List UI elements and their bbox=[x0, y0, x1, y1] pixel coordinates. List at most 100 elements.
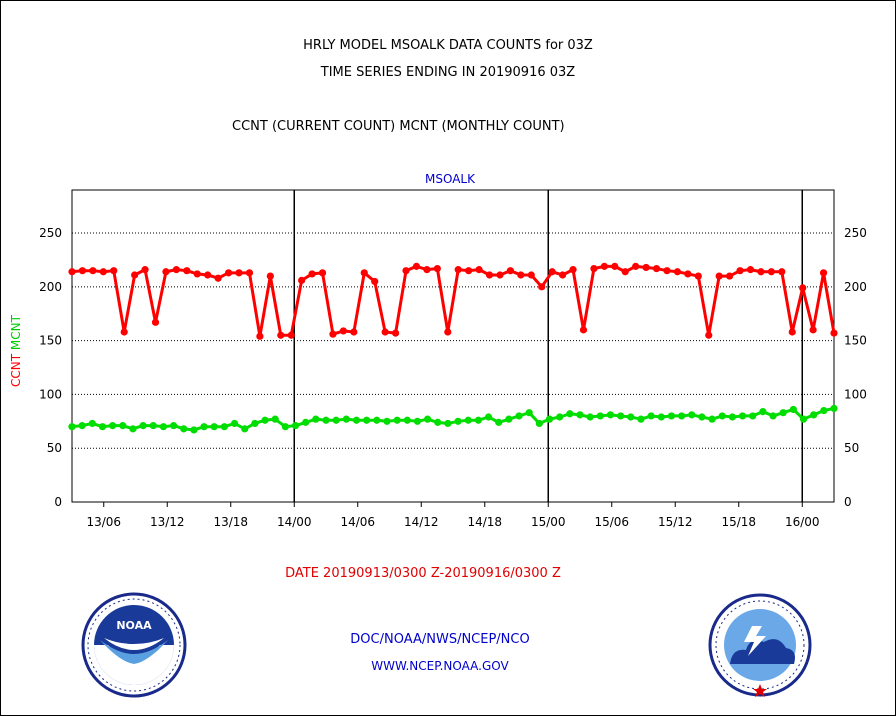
data-point-mcnt bbox=[464, 416, 472, 424]
data-point-ccnt bbox=[214, 274, 222, 282]
data-point-mcnt bbox=[484, 413, 493, 421]
y-axis-label-mcnt: MCNT bbox=[9, 314, 23, 354]
data-point-ccnt bbox=[632, 262, 640, 270]
data-point-ccnt bbox=[183, 267, 191, 275]
data-point-ccnt bbox=[506, 267, 515, 275]
org-line: DOC/NOAA/NWS/NCEP/NCO bbox=[350, 632, 530, 647]
data-point-ccnt bbox=[465, 267, 473, 275]
y-tick-label-right: 100 bbox=[844, 387, 867, 401]
data-point-mcnt bbox=[342, 415, 350, 423]
data-point-mcnt bbox=[495, 418, 503, 426]
data-point-ccnt bbox=[423, 266, 431, 274]
data-point-mcnt bbox=[810, 411, 818, 419]
data-point-ccnt bbox=[548, 268, 556, 276]
data-point-mcnt bbox=[180, 425, 188, 433]
data-point-ccnt bbox=[110, 267, 118, 275]
data-point-mcnt bbox=[749, 412, 757, 420]
y-tick-label-right: 0 bbox=[844, 495, 852, 509]
data-point-mcnt bbox=[586, 413, 594, 421]
data-point-mcnt bbox=[596, 412, 604, 420]
data-point-ccnt bbox=[256, 332, 264, 340]
date-range-label: DATE 20190913/0300 Z-20190916/0300 Z bbox=[285, 566, 561, 581]
data-point-ccnt bbox=[559, 271, 567, 279]
data-point-mcnt bbox=[109, 422, 117, 430]
noaa-logo: NOAA bbox=[81, 592, 187, 698]
x-tick-label: 13/12 bbox=[150, 515, 185, 529]
data-point-mcnt bbox=[291, 422, 300, 430]
y-tick-label-left: 200 bbox=[39, 280, 62, 294]
y-tick-label-right: 50 bbox=[844, 441, 859, 455]
y-tick-label-right: 150 bbox=[844, 334, 867, 348]
data-point-ccnt bbox=[611, 262, 619, 270]
data-point-ccnt bbox=[726, 272, 734, 280]
data-point-ccnt bbox=[350, 328, 358, 336]
data-point-mcnt bbox=[627, 413, 635, 421]
data-point-ccnt bbox=[621, 268, 629, 276]
national-weather-service-logo bbox=[708, 593, 812, 697]
y-tick-label-left: 100 bbox=[39, 387, 62, 401]
data-point-ccnt bbox=[381, 328, 389, 336]
data-point-ccnt bbox=[444, 328, 452, 336]
data-point-ccnt bbox=[318, 269, 327, 277]
data-point-mcnt bbox=[383, 417, 391, 425]
data-point-ccnt bbox=[360, 269, 368, 277]
data-point-ccnt bbox=[89, 267, 97, 275]
data-point-mcnt bbox=[98, 423, 107, 431]
x-tick-label: 15/12 bbox=[658, 515, 693, 529]
data-point-mcnt bbox=[251, 419, 259, 428]
data-point-mcnt bbox=[271, 415, 279, 423]
data-point-mcnt bbox=[606, 411, 615, 419]
y-axis-label-ccnt: CCNT bbox=[9, 353, 23, 387]
data-point-mcnt bbox=[373, 416, 381, 424]
data-point-mcnt bbox=[657, 413, 665, 421]
data-point-ccnt bbox=[475, 266, 483, 274]
chart-title-line-2: TIME SERIES ENDING IN 20190916 03Z bbox=[320, 65, 576, 80]
data-point-ccnt bbox=[590, 264, 598, 273]
x-tick-label: 16/00 bbox=[785, 515, 820, 529]
data-point-ccnt bbox=[694, 272, 702, 280]
data-point-mcnt bbox=[230, 419, 239, 428]
data-point-mcnt bbox=[78, 422, 86, 430]
data-point-mcnt bbox=[545, 415, 554, 423]
data-point-ccnt bbox=[308, 270, 316, 278]
data-point-mcnt bbox=[139, 422, 147, 430]
data-point-mcnt bbox=[261, 416, 269, 424]
x-tick-label: 13/06 bbox=[86, 515, 121, 529]
x-tick-label: 15/18 bbox=[721, 515, 756, 529]
data-point-mcnt bbox=[210, 423, 218, 431]
y-tick-label-left: 150 bbox=[39, 334, 62, 348]
data-point-ccnt bbox=[757, 268, 765, 276]
data-point-mcnt bbox=[393, 416, 401, 424]
x-tick-label: 14/12 bbox=[404, 515, 439, 529]
data-point-ccnt bbox=[371, 277, 379, 286]
data-point-ccnt bbox=[298, 276, 306, 284]
data-point-ccnt bbox=[224, 269, 233, 277]
data-point-mcnt bbox=[281, 423, 289, 431]
data-point-ccnt bbox=[172, 266, 180, 274]
data-point-mcnt bbox=[403, 416, 411, 424]
data-point-mcnt bbox=[718, 412, 726, 420]
y-tick-label-left: 250 bbox=[39, 226, 62, 240]
data-point-ccnt bbox=[819, 269, 828, 277]
data-point-ccnt bbox=[204, 271, 212, 279]
data-point-ccnt bbox=[162, 268, 170, 276]
data-point-ccnt bbox=[767, 268, 775, 276]
data-point-mcnt bbox=[332, 416, 340, 424]
data-point-mcnt bbox=[535, 419, 543, 428]
data-point-mcnt bbox=[830, 404, 838, 412]
data-point-mcnt bbox=[678, 412, 686, 420]
website-link[interactable]: WWW.NCEP.NOAA.GOV bbox=[371, 659, 509, 673]
data-point-ccnt bbox=[78, 267, 87, 275]
data-point-mcnt bbox=[728, 413, 737, 421]
y-tick-label-right: 250 bbox=[844, 226, 867, 240]
y-axis-label: CCNT MCNT bbox=[9, 314, 23, 387]
data-point-ccnt bbox=[715, 272, 723, 280]
data-point-ccnt bbox=[788, 328, 796, 336]
data-point-ccnt bbox=[652, 264, 661, 273]
data-point-ccnt bbox=[809, 326, 817, 334]
data-point-ccnt bbox=[287, 331, 295, 339]
data-point-ccnt bbox=[527, 271, 535, 279]
data-point-ccnt bbox=[151, 318, 160, 326]
data-point-ccnt bbox=[538, 283, 546, 291]
